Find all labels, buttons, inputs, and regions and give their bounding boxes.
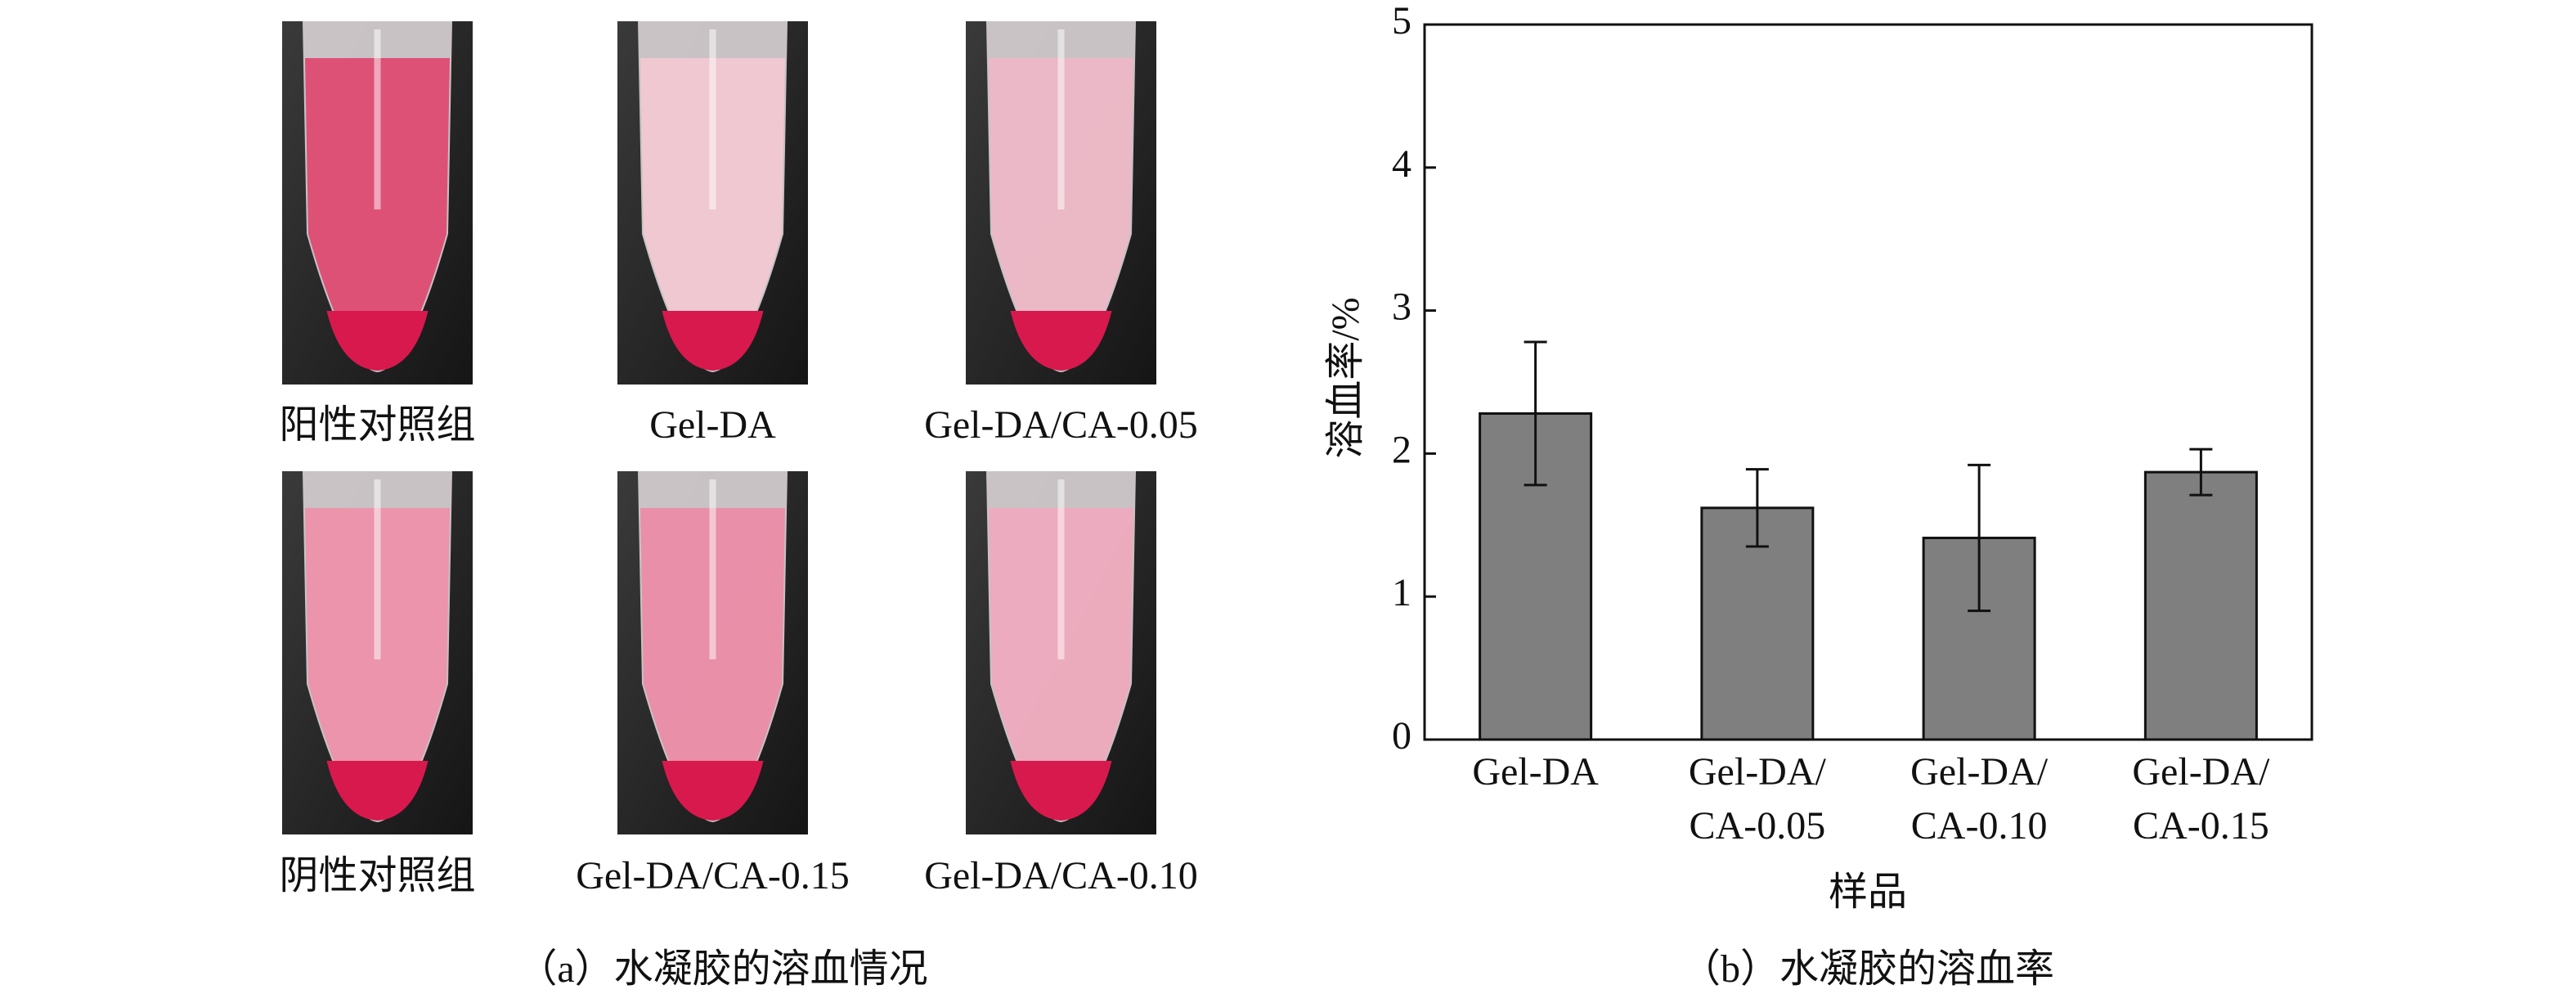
photo-label: Gel-DA/CA-0.10 — [924, 854, 1198, 897]
tube-liquid — [305, 508, 450, 821]
tube-liquid — [640, 58, 785, 371]
x-tick-label: Gel-DA/CA-0.15 — [2132, 750, 2270, 848]
y-tick-label: 2 — [1392, 428, 1411, 471]
tube-highlight — [709, 29, 716, 209]
photo-label: Gel-DA — [649, 403, 776, 447]
y-tick-label: 4 — [1392, 142, 1411, 186]
error-bar — [1968, 463, 1991, 613]
photo-panel — [282, 21, 1156, 834]
tube-sediment — [1010, 761, 1112, 821]
error-bar — [2189, 448, 2213, 497]
photo-caption: （a）水凝胶的溶血情况 — [518, 947, 927, 991]
tube-sediment — [1010, 311, 1112, 371]
chart-caption: （b）水凝胶的溶血率 — [1681, 947, 2054, 991]
x-tick-label: Gel-DA/CA-0.05 — [1689, 750, 1827, 848]
photo-label: 阳性对照组 — [279, 403, 475, 447]
tube-liquid — [640, 508, 785, 821]
plot-frame — [1423, 23, 2313, 741]
x-tick-label: Gel-DA — [1472, 750, 1599, 794]
y-axis-label: 溶血率/% — [1324, 297, 1367, 458]
tube-highlight — [374, 479, 381, 659]
tube-highlight — [1057, 29, 1065, 209]
y-tick-label: 5 — [1392, 0, 1411, 43]
y-tick-label: 0 — [1392, 714, 1411, 758]
tube-highlight — [709, 479, 716, 659]
photo-label: Gel-DA/CA-0.05 — [924, 403, 1198, 447]
error-bar — [1745, 468, 1769, 548]
x-tick-label: Gel-DA/CA-0.10 — [1910, 750, 2049, 848]
tube-sediment — [662, 311, 764, 371]
tube-liquid — [989, 58, 1133, 371]
photo-label: 阴性对照组 — [279, 854, 475, 897]
x-axis-label: 样品 — [1829, 870, 1907, 914]
error-bar — [1524, 340, 1547, 487]
tube-sediment — [662, 761, 764, 821]
bar — [2143, 470, 2258, 741]
tube-sediment — [326, 311, 429, 371]
y-tick-label: 1 — [1392, 571, 1411, 614]
y-tick-label: 3 — [1392, 286, 1411, 329]
tube-liquid — [989, 508, 1133, 821]
tube-highlight — [1057, 479, 1065, 659]
photo-label: Gel-DA/CA-0.15 — [576, 854, 850, 897]
tube-highlight — [374, 29, 381, 209]
tube-sediment — [326, 761, 429, 821]
tube-liquid — [305, 58, 450, 371]
